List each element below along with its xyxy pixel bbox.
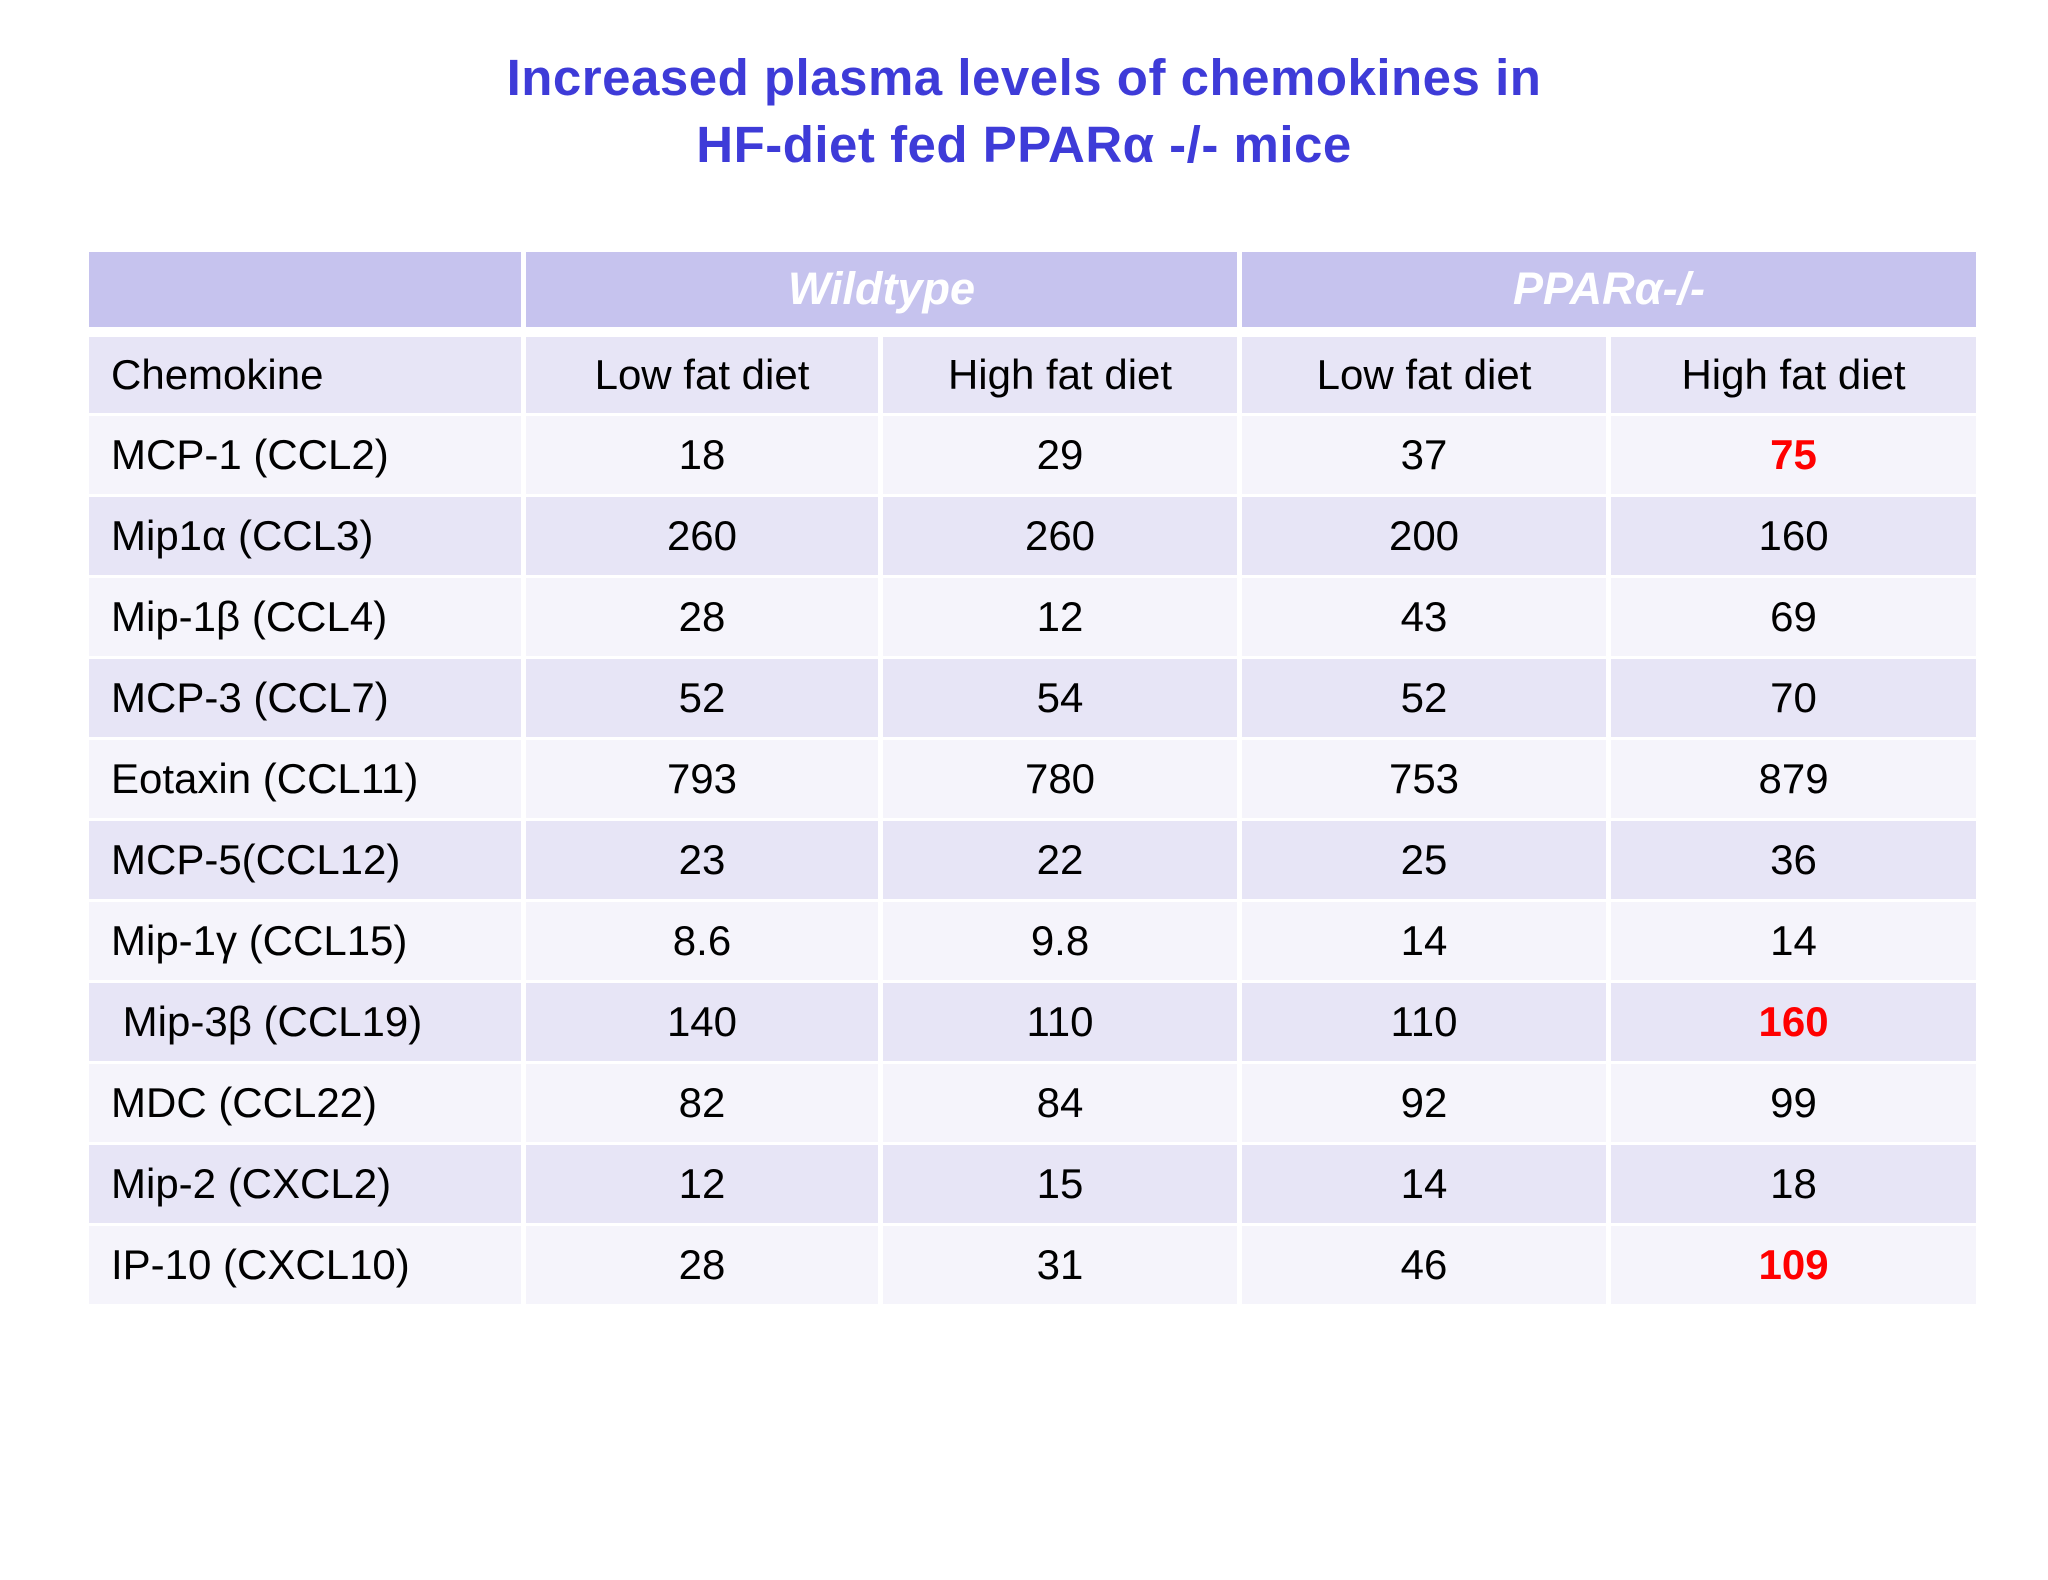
column-header-ppara-low-fat: Low fat diet: [1242, 336, 1607, 413]
chemokine-label: MCP-1 (CCL2): [89, 415, 521, 494]
value-cell: 92: [1242, 1063, 1607, 1142]
value-cell: 29: [883, 415, 1238, 494]
table-row: Eotaxin (CCL11) 793 780 753 879: [89, 739, 1977, 818]
slide: Increased plasma levels of chemokines in…: [0, 44, 2048, 1580]
column-header-ppara-high-fat: High fat diet: [1611, 336, 1977, 413]
title-line-2: HF-diet fed PPARα -/- mice: [696, 116, 1352, 174]
value-cell: 18: [526, 415, 878, 494]
value-cell: 31: [883, 1225, 1238, 1304]
value-cell: 200: [1242, 496, 1607, 575]
slide-title: Increased plasma levels of chemokines in…: [0, 44, 2048, 179]
value-cell: 12: [883, 577, 1238, 656]
column-header-wt-high-fat: High fat diet: [883, 336, 1238, 413]
title-line-1: Increased plasma levels of chemokines in: [506, 49, 1542, 106]
group-header-wildtype: Wildtype: [526, 251, 1238, 334]
value-cell: 23: [526, 820, 878, 899]
value-cell: 28: [526, 1225, 878, 1304]
value-cell: 54: [883, 658, 1238, 737]
table-row: MCP-1 (CCL2) 18 29 37 75: [89, 415, 1977, 494]
group-header-ppara: PPARα-/-: [1242, 251, 1977, 334]
value-cell: 140: [526, 982, 878, 1061]
chemokine-table: Wildtype PPARα-/- Chemokine Low fat diet…: [84, 249, 1981, 1307]
value-cell: 22: [883, 820, 1238, 899]
value-cell: 18: [1611, 1144, 1977, 1223]
table-row: MCP-5(CCL12) 23 22 25 36: [89, 820, 1977, 899]
value-cell: 28: [526, 577, 878, 656]
table-row: Mip1α (CCL3) 260 260 200 160: [89, 496, 1977, 575]
value-cell: 14: [1611, 901, 1977, 980]
value-cell: 99: [1611, 1063, 1977, 1142]
value-cell: 8.6: [526, 901, 878, 980]
table-row: Mip-2 (CXCL2) 12 15 14 18: [89, 1144, 1977, 1223]
value-cell: 109: [1611, 1225, 1977, 1304]
value-cell: 793: [526, 739, 878, 818]
chemokine-label: Mip-1β (CCL4): [89, 577, 521, 656]
value-cell: 52: [526, 658, 878, 737]
value-cell: 12: [526, 1144, 878, 1223]
value-cell: 36: [1611, 820, 1977, 899]
value-cell: 110: [883, 982, 1238, 1061]
table-row: Mip-1β (CCL4) 28 12 43 69: [89, 577, 1977, 656]
table-body: MCP-1 (CCL2) 18 29 37 75 Mip1α (CCL3) 260 260 20…: [89, 415, 1977, 1304]
chemokine-label: Mip-1γ (CCL15): [89, 901, 521, 980]
chemokine-label: Mip-2 (CXCL2): [89, 1144, 521, 1223]
chemokine-label: MCP-3 (CCL7): [89, 658, 521, 737]
value-cell: 110: [1242, 982, 1607, 1061]
table-row: MDC (CCL22) 82 84 92 99: [89, 1063, 1977, 1142]
group-header-empty-cell: [89, 251, 521, 334]
value-cell: 82: [526, 1063, 878, 1142]
value-cell: 14: [1242, 901, 1607, 980]
value-cell: 75: [1611, 415, 1977, 494]
chemokine-label: MCP-5(CCL12): [89, 820, 521, 899]
chemokine-label: IP-10 (CXCL10): [89, 1225, 521, 1304]
group-header-row: Wildtype PPARα-/-: [89, 251, 1977, 334]
value-cell: 25: [1242, 820, 1607, 899]
chemokine-label: MDC (CCL22): [89, 1063, 521, 1142]
column-header-wt-low-fat: Low fat diet: [526, 336, 878, 413]
value-cell: 37: [1242, 415, 1607, 494]
value-cell: 260: [526, 496, 878, 575]
value-cell: 9.8: [883, 901, 1238, 980]
value-cell: 52: [1242, 658, 1607, 737]
value-cell: 46: [1242, 1225, 1607, 1304]
table-row: Mip-1γ (CCL15) 8.6 9.8 14 14: [89, 901, 1977, 980]
value-cell: 15: [883, 1144, 1238, 1223]
value-cell: 160: [1611, 982, 1977, 1061]
value-cell: 70: [1611, 658, 1977, 737]
chemokine-label: Eotaxin (CCL11): [89, 739, 521, 818]
value-cell: 43: [1242, 577, 1607, 656]
value-cell: 160: [1611, 496, 1977, 575]
chemokine-label: Mip1α (CCL3): [89, 496, 521, 575]
column-header-row: Chemokine Low fat diet High fat diet Low…: [89, 336, 1977, 413]
value-cell: 14: [1242, 1144, 1607, 1223]
value-cell: 260: [883, 496, 1238, 575]
value-cell: 753: [1242, 739, 1607, 818]
table-row: IP-10 (CXCL10) 28 31 46 109: [89, 1225, 1977, 1304]
chemokine-label: Mip-3β (CCL19): [89, 982, 521, 1061]
table-row: MCP-3 (CCL7) 52 54 52 70: [89, 658, 1977, 737]
value-cell: 69: [1611, 577, 1977, 656]
table-row: Mip-3β (CCL19) 140 110 110 160: [89, 982, 1977, 1061]
column-header-chemokine: Chemokine: [89, 336, 521, 413]
value-cell: 84: [883, 1063, 1238, 1142]
value-cell: 879: [1611, 739, 1977, 818]
value-cell: 780: [883, 739, 1238, 818]
